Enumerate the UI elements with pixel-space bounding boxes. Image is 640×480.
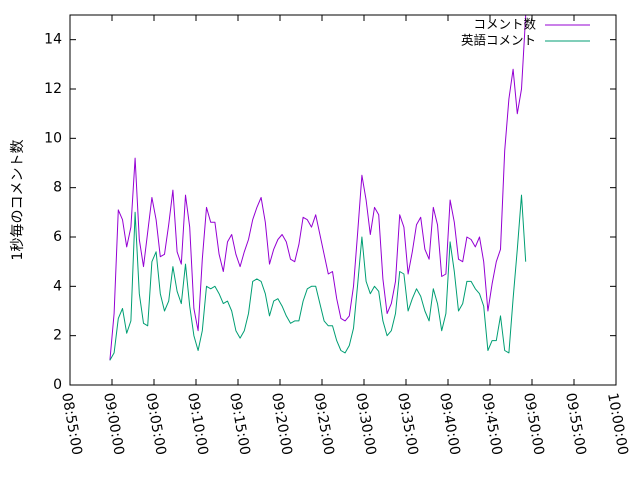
y-tick-label: 6: [53, 229, 62, 245]
legend-label-1: 英語コメント: [461, 33, 536, 48]
y-tick-label: 0: [53, 377, 62, 393]
x-tick-label: 09:30:00: [352, 392, 379, 457]
y-tick-label: 8: [53, 180, 62, 196]
x-axis-ticks: 08:55:00 09:00:00 09:05:00 09:10:00 09:15:00…: [58, 15, 631, 456]
y-axis-ticks: 0 2 4 6 8 10 12 14: [44, 32, 616, 393]
x-tick-label: 09:20:00: [268, 392, 295, 457]
x-tick-label: 09:40:00: [436, 392, 463, 457]
y-tick-label: 10: [44, 130, 62, 146]
y-axis-title: 1秒毎のコメント数: [10, 140, 26, 261]
x-tick-label: 09:00:00: [100, 392, 127, 457]
x-tick-label: 10:00:00: [604, 392, 631, 457]
x-tick-label: 09:15:00: [226, 392, 253, 457]
x-tick-label: 09:50:00: [520, 392, 547, 457]
series-layer: [109, 14, 527, 361]
x-tick-label: 09:35:00: [394, 392, 421, 457]
y-tick-label: 14: [44, 32, 62, 48]
plot-frame: [69, 14, 617, 386]
x-tick-label: 09:55:00: [562, 392, 589, 457]
legend-label-0: コメント数: [473, 17, 536, 32]
y-tick-label: 12: [44, 81, 62, 97]
x-tick-label: 08:55:00: [58, 392, 85, 457]
x-tick-label: 09:10:00: [184, 392, 211, 457]
series-line-1: [109, 194, 527, 361]
x-tick-label: 09:05:00: [142, 392, 169, 457]
x-tick-label: 09:25:00: [310, 392, 337, 457]
y-tick-label: 2: [53, 328, 62, 344]
y-tick-label: 4: [53, 278, 62, 294]
x-tick-label: 09:45:00: [478, 392, 505, 457]
series-line-0: [109, 14, 527, 361]
